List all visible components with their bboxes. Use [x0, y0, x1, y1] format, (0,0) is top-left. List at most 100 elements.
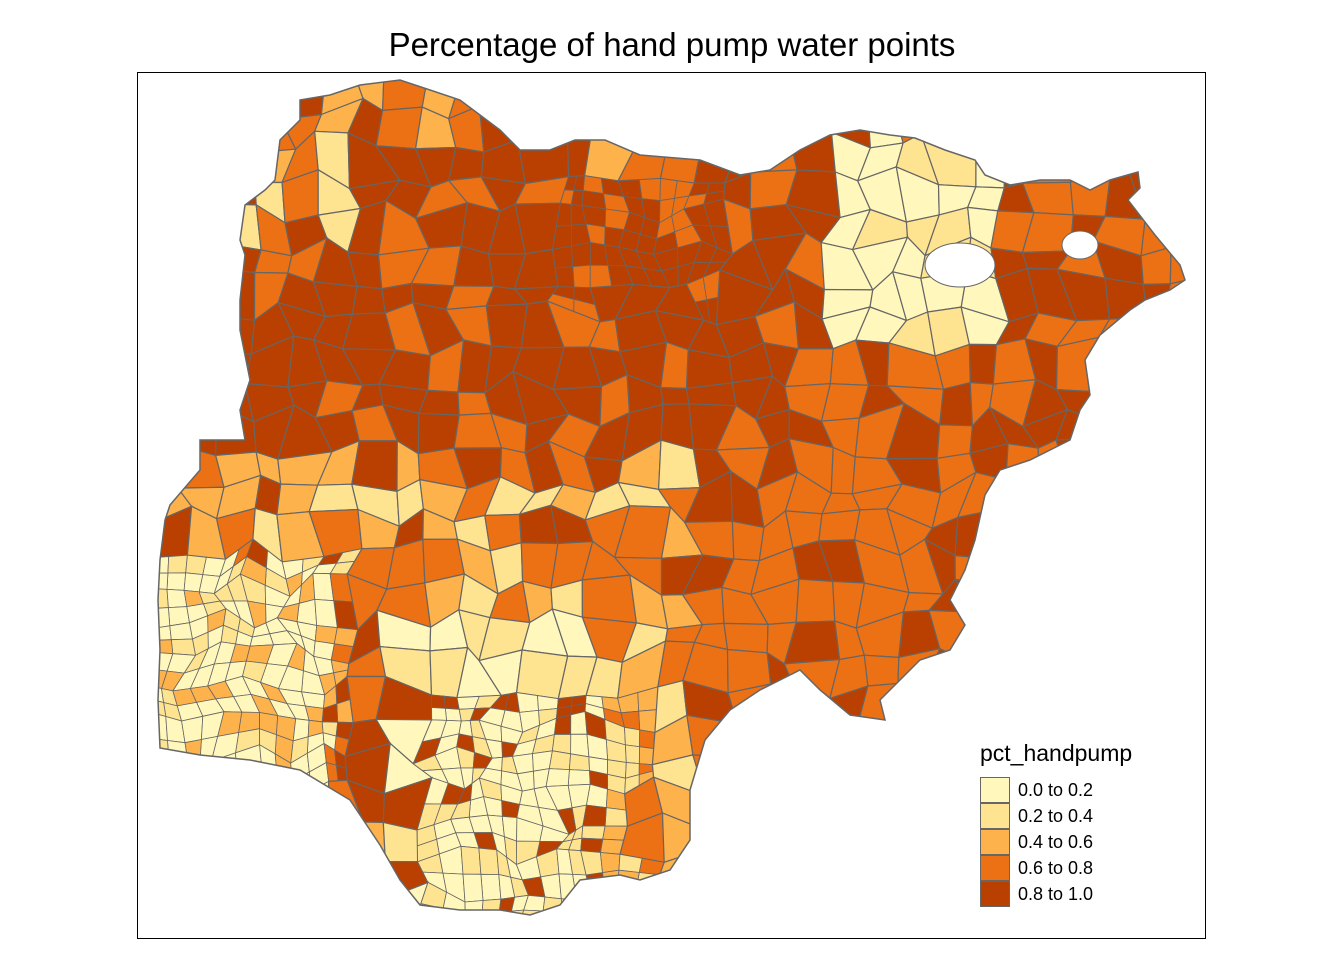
lga-region	[758, 744, 808, 783]
lga-region	[855, 848, 909, 904]
lga-region	[174, 317, 230, 356]
lga-region	[158, 880, 172, 905]
lga-region	[954, 554, 1012, 587]
lga-region	[1163, 507, 1185, 554]
lga-region	[304, 879, 328, 908]
lga-region	[289, 906, 306, 915]
lga-region	[638, 178, 661, 202]
lga-region	[158, 133, 187, 188]
lga-region	[199, 794, 222, 808]
lga-region	[205, 905, 234, 915]
lga-region	[517, 108, 569, 141]
lga-region	[1138, 316, 1170, 346]
lga-region	[996, 657, 1043, 697]
lga-region	[186, 777, 201, 796]
lga-region	[926, 675, 979, 724]
lga-region	[166, 572, 187, 591]
lga-region	[570, 733, 590, 758]
lga-region	[341, 821, 387, 863]
lga-region	[183, 572, 204, 593]
lga-region	[1022, 151, 1078, 184]
lga-region	[921, 761, 974, 797]
lga-region	[927, 881, 977, 915]
lga-region	[158, 865, 174, 876]
lga-region	[208, 172, 257, 206]
lga-region	[169, 622, 193, 641]
lga-region	[540, 910, 564, 915]
lga-region	[244, 892, 272, 911]
lga-region	[785, 818, 833, 861]
lga-region	[335, 864, 346, 884]
lga-region	[602, 869, 620, 894]
lga-region	[1161, 606, 1185, 655]
lga-region	[638, 746, 655, 766]
lga-region	[896, 759, 931, 792]
lga-region	[624, 744, 640, 765]
lga-region	[660, 386, 690, 406]
lga-region	[694, 80, 734, 120]
lga-region	[158, 818, 172, 845]
lga-region	[314, 625, 338, 645]
lga-region	[721, 812, 774, 852]
lga-region	[922, 80, 967, 112]
lga-region	[308, 849, 332, 871]
lga-region	[686, 714, 739, 759]
lga-region	[158, 874, 173, 885]
lga-region	[158, 371, 180, 415]
lga-region	[823, 720, 858, 758]
map-title: Percentage of hand pump water points	[388, 26, 956, 63]
lga-region	[703, 795, 734, 831]
lga-region	[758, 777, 803, 832]
lga-region	[1161, 550, 1185, 580]
lga-region	[167, 883, 193, 907]
lga-region	[906, 881, 938, 915]
lga-region	[296, 598, 318, 626]
lga-region	[619, 80, 659, 107]
lga-region	[351, 285, 386, 315]
lga-region	[199, 760, 213, 781]
lga-region	[961, 104, 1006, 154]
legend-swatch	[980, 803, 1010, 829]
lga-region	[590, 892, 608, 913]
lga-region	[1065, 472, 1108, 529]
map-legend: pct_handpump 0.0 to 0.2 0.2 to 0.4 0.4 t…	[980, 740, 1132, 907]
lga-region	[213, 80, 248, 109]
lga-region	[696, 828, 724, 853]
lga-region	[202, 840, 220, 869]
lga-region	[753, 889, 809, 915]
lga-region	[716, 885, 768, 915]
lga-region	[207, 203, 262, 251]
lga-region	[855, 756, 900, 792]
lga-region	[158, 202, 196, 257]
lga-region	[693, 850, 724, 887]
lga-region	[604, 807, 628, 827]
lga-region	[209, 837, 235, 869]
lga-region	[205, 813, 229, 843]
lga-region	[796, 693, 831, 722]
lga-region	[561, 911, 579, 915]
lga-region	[1159, 139, 1185, 168]
lga-region	[786, 883, 840, 915]
lga-region	[795, 578, 836, 623]
lga-region	[291, 771, 312, 801]
lga-region	[619, 104, 671, 148]
lga-region	[158, 280, 196, 321]
lga-region	[1173, 776, 1185, 817]
lga-region	[168, 805, 191, 824]
lga-region	[193, 203, 210, 243]
lga-region	[431, 707, 447, 721]
lga-region	[219, 801, 239, 815]
lga-region	[319, 879, 337, 904]
lga-region	[158, 843, 174, 869]
lga-region	[1103, 574, 1143, 618]
lga-region	[553, 714, 572, 735]
lga-region	[1101, 386, 1142, 424]
lga-region	[732, 745, 772, 801]
lga-region	[920, 104, 977, 135]
lga-region	[1002, 507, 1045, 563]
lga-region	[1038, 472, 1075, 529]
lga-region	[262, 804, 287, 827]
lga-region	[898, 717, 940, 765]
lga-region	[158, 407, 179, 456]
lga-region	[1002, 472, 1045, 523]
